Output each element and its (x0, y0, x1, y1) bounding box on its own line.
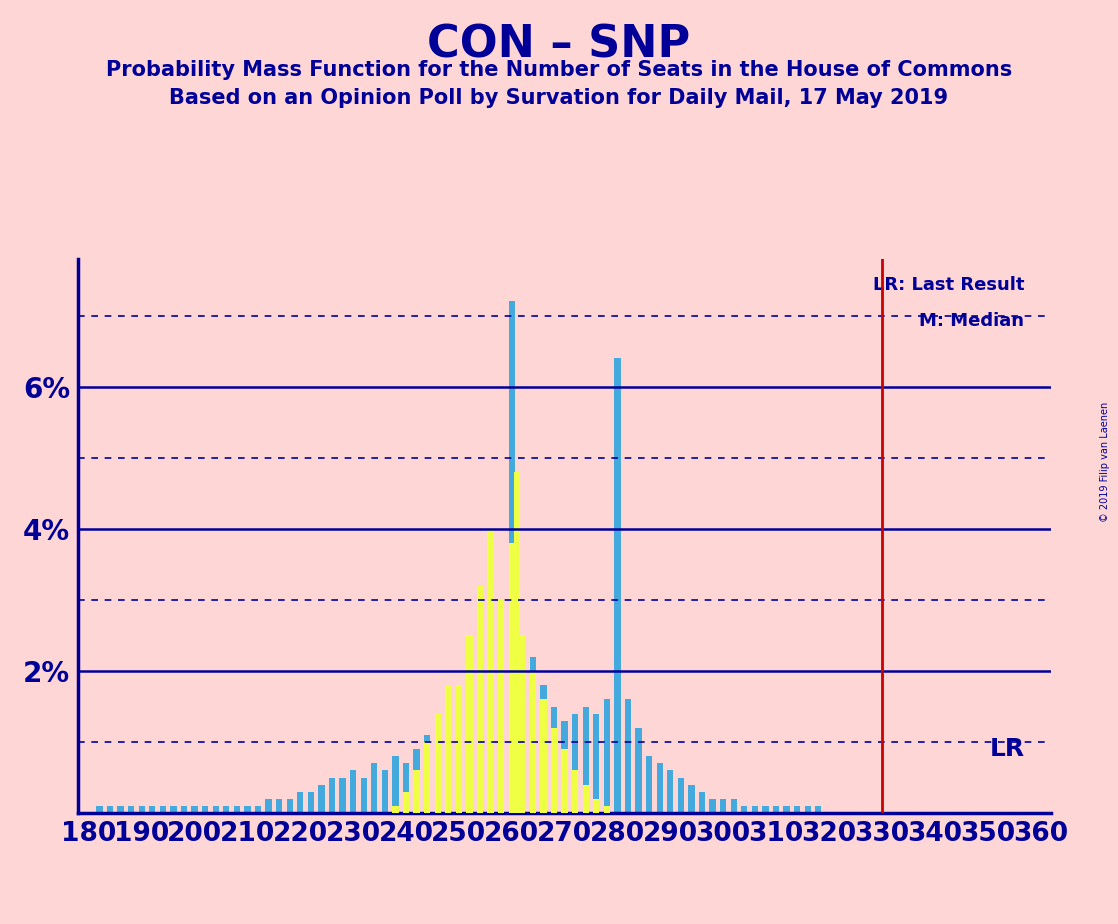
Bar (350, 771, 357, 813)
Bar (519, 699, 525, 813)
Bar (212, 806, 219, 813)
Bar (773, 806, 779, 813)
Bar (667, 771, 673, 813)
Bar (107, 806, 113, 813)
Bar (551, 707, 557, 813)
Bar (604, 699, 610, 813)
Bar (730, 799, 737, 813)
Bar (656, 763, 663, 813)
Bar (117, 806, 124, 813)
Bar (255, 806, 262, 813)
Bar (751, 806, 758, 813)
Bar (477, 686, 483, 813)
Bar (635, 728, 642, 813)
Bar (181, 806, 187, 813)
Bar (244, 806, 250, 813)
Bar (234, 806, 240, 813)
Bar (424, 735, 430, 813)
Text: Based on an Opinion Poll by Survation for Daily Mail, 17 May 2019: Based on an Opinion Poll by Survation fo… (170, 88, 948, 108)
Bar (414, 749, 419, 813)
Bar (424, 742, 430, 813)
Text: LR: LR (989, 737, 1024, 761)
Bar (572, 771, 578, 813)
Bar (445, 686, 452, 813)
Bar (445, 742, 452, 813)
Bar (646, 756, 652, 813)
Bar (530, 657, 536, 813)
Bar (741, 806, 748, 813)
Bar (276, 799, 283, 813)
Bar (678, 778, 684, 813)
Bar (392, 756, 399, 813)
Bar (435, 742, 440, 813)
Bar (498, 699, 504, 813)
Bar (604, 806, 610, 813)
Bar (297, 792, 303, 813)
Bar (815, 806, 822, 813)
Bar (530, 671, 536, 813)
Bar (149, 806, 155, 813)
Bar (466, 707, 473, 813)
Bar (498, 600, 504, 813)
Bar (614, 359, 620, 813)
Bar (561, 749, 568, 813)
Bar (477, 586, 483, 813)
Text: CON – SNP: CON – SNP (427, 23, 691, 67)
Bar (582, 707, 589, 813)
Bar (170, 806, 177, 813)
Bar (96, 806, 103, 813)
Bar (329, 778, 335, 813)
Bar (551, 728, 557, 813)
Bar (402, 763, 409, 813)
Bar (794, 806, 800, 813)
Bar (689, 784, 694, 813)
Bar (392, 806, 399, 813)
Bar (127, 806, 134, 813)
Text: M: Median: M: Median (919, 312, 1024, 330)
Bar (381, 771, 388, 813)
Bar (561, 721, 568, 813)
Bar (319, 784, 324, 813)
Bar (307, 792, 314, 813)
Bar (699, 792, 705, 813)
Bar (371, 763, 378, 813)
Bar (805, 806, 811, 813)
Bar (540, 686, 547, 813)
Bar (487, 657, 494, 813)
Bar (710, 799, 716, 813)
Bar (762, 806, 769, 813)
Bar (191, 806, 198, 813)
Bar (540, 699, 547, 813)
Bar (582, 784, 589, 813)
Bar (224, 806, 229, 813)
Text: © 2019 Filip van Laenen: © 2019 Filip van Laenen (1100, 402, 1109, 522)
Bar (784, 806, 789, 813)
Bar (514, 472, 520, 813)
Bar (720, 799, 727, 813)
Bar (414, 771, 419, 813)
Bar (519, 636, 525, 813)
Bar (509, 543, 515, 813)
Bar (594, 799, 599, 813)
Bar (265, 799, 272, 813)
Bar (594, 713, 599, 813)
Bar (286, 799, 293, 813)
Bar (340, 778, 345, 813)
Bar (625, 699, 632, 813)
Bar (139, 806, 145, 813)
Bar (466, 636, 473, 813)
Bar (509, 301, 515, 813)
Bar (360, 778, 367, 813)
Bar (572, 713, 578, 813)
Text: LR: Last Result: LR: Last Result (873, 276, 1024, 295)
Bar (402, 792, 409, 813)
Text: Probability Mass Function for the Number of Seats in the House of Commons: Probability Mass Function for the Number… (106, 60, 1012, 80)
Bar (456, 728, 462, 813)
Bar (435, 713, 440, 813)
Bar (487, 529, 494, 813)
Bar (160, 806, 165, 813)
Bar (202, 806, 208, 813)
Bar (456, 686, 462, 813)
